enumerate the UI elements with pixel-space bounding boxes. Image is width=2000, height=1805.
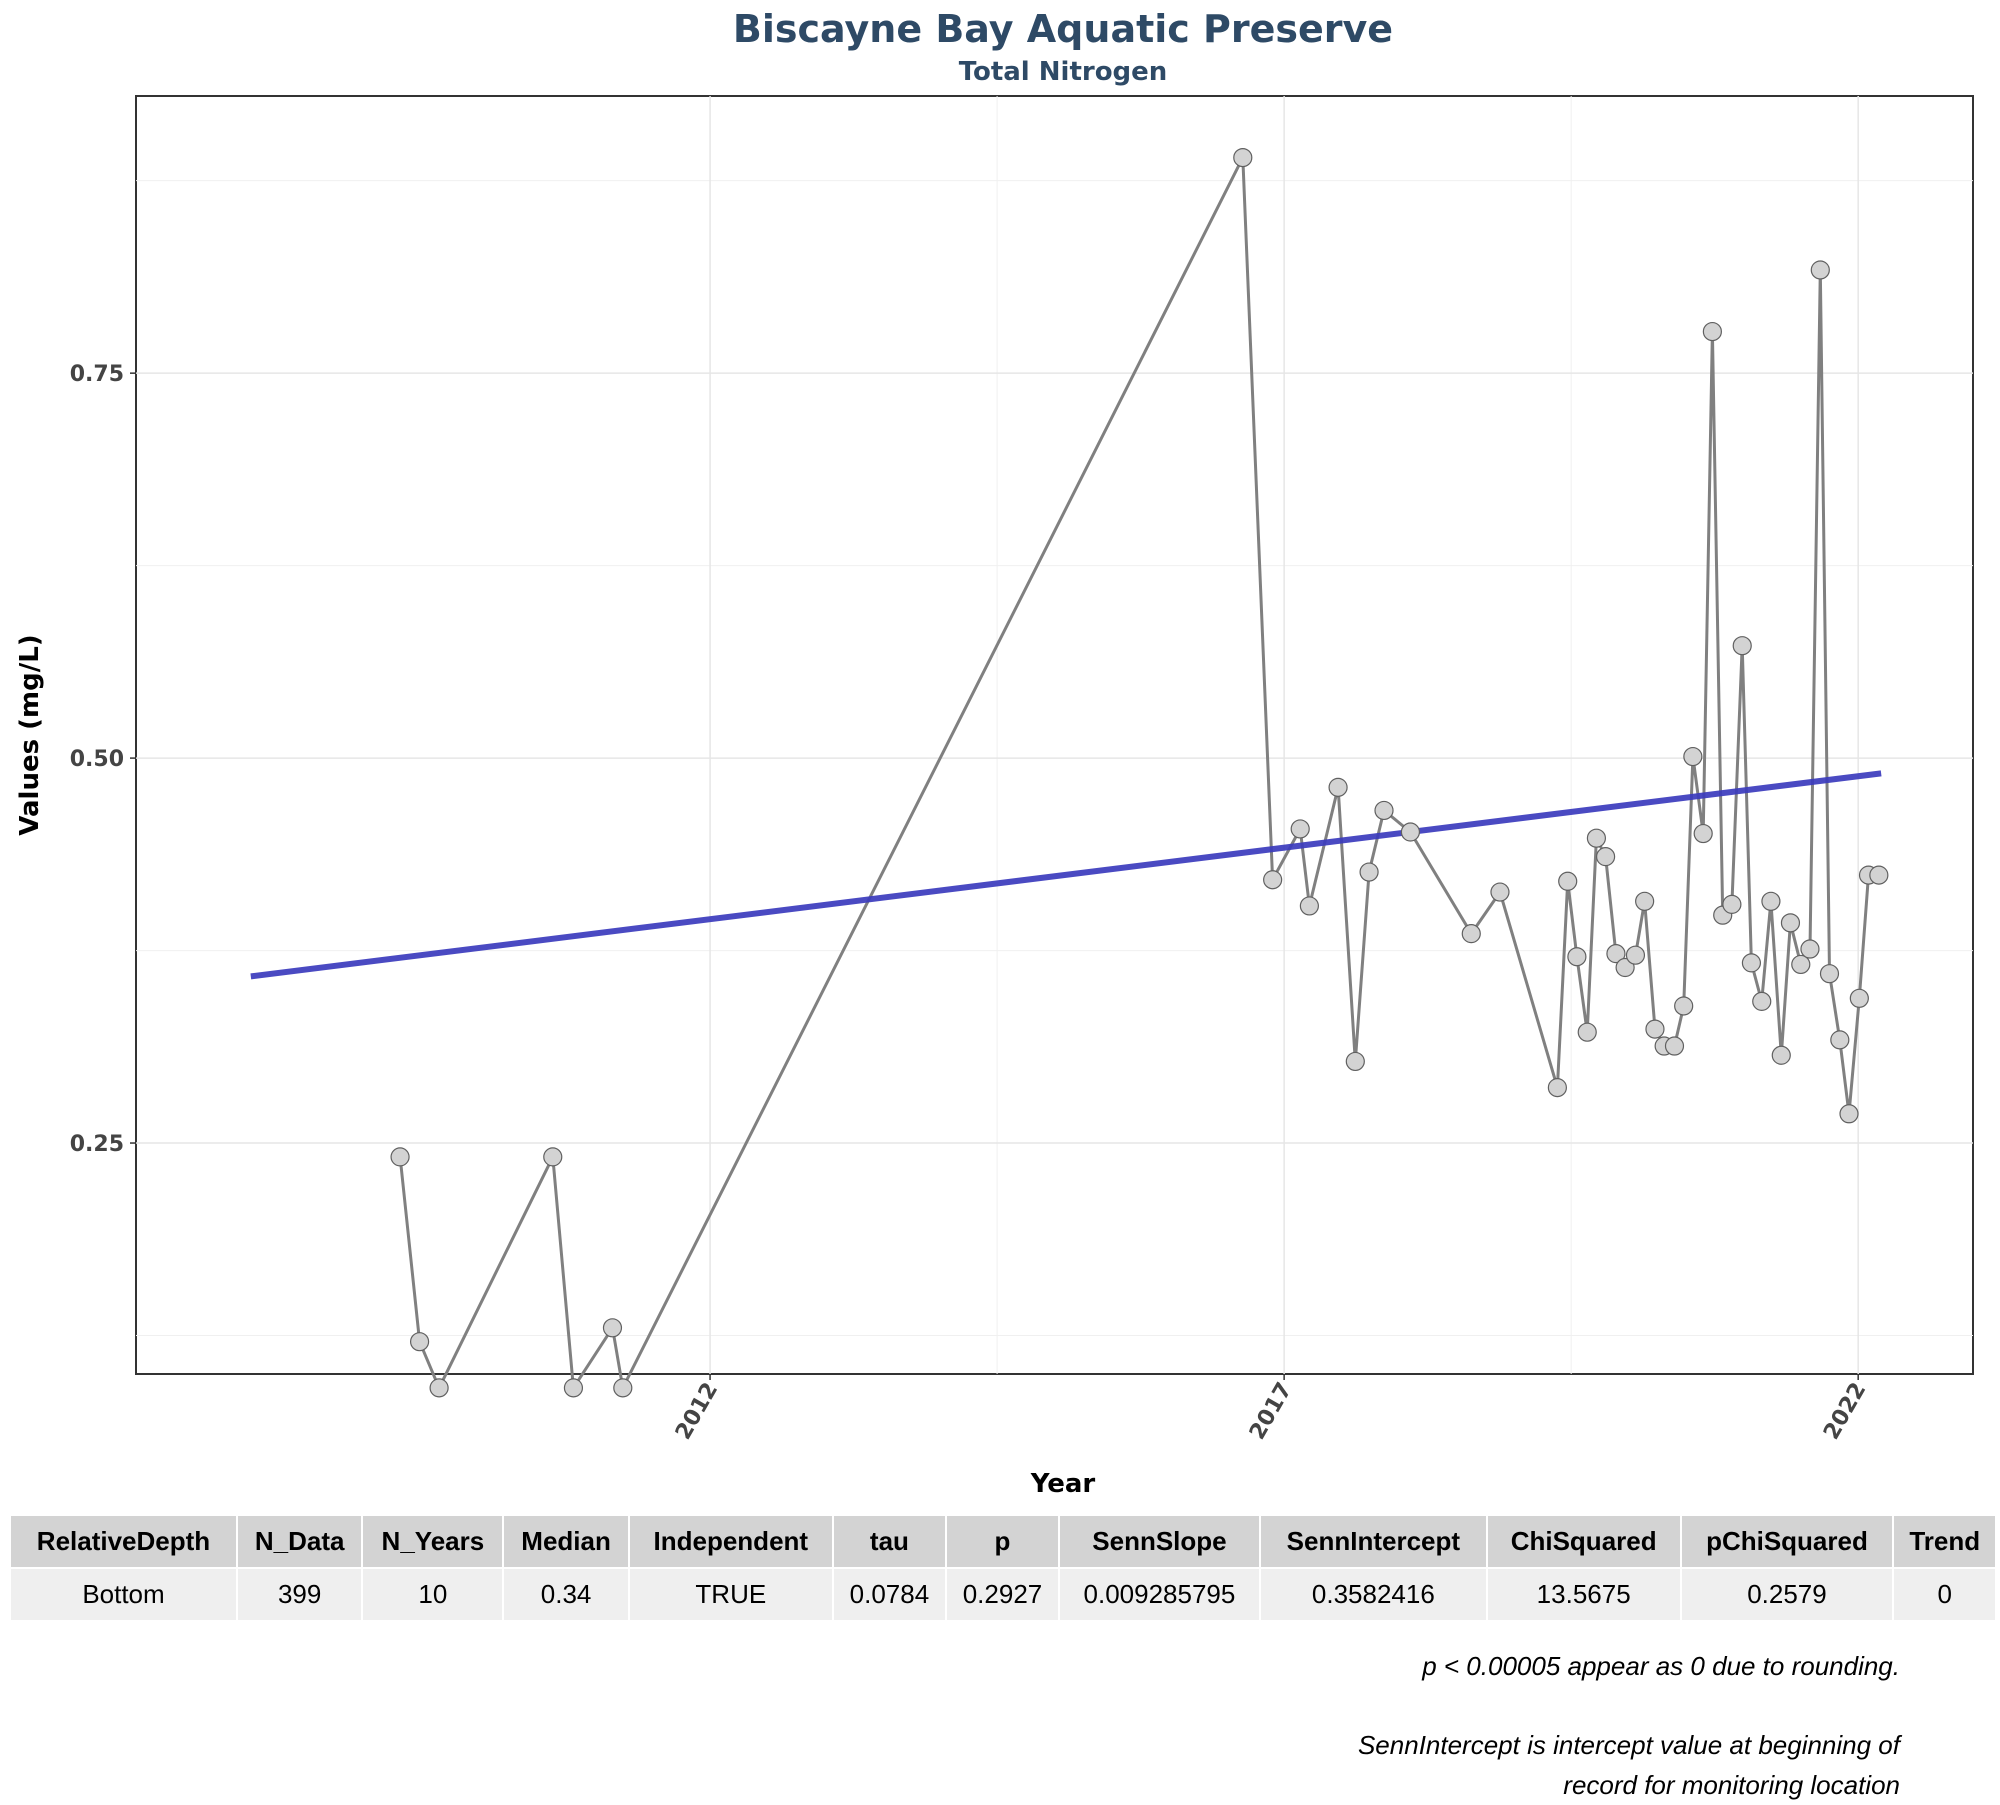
stats-header-row: RelativeDepth N_Data N_Years Median Independ… — [11, 1516, 1995, 1567]
stats-header-cell: SennSlope — [1060, 1516, 1259, 1567]
data-point — [1761, 891, 1781, 911]
stats-cell: 0 — [1894, 1567, 1995, 1620]
chart: Biscayne Bay Aquatic Preserve Total Nitr… — [15, 7, 1974, 1499]
data-point — [1490, 882, 1510, 902]
stats-header-cell: ChiSquared — [1487, 1516, 1680, 1567]
data-point — [1299, 896, 1319, 916]
data-point — [543, 1147, 563, 1167]
data-point — [1558, 871, 1578, 891]
data-point — [1345, 1051, 1365, 1072]
stats-cell: 0.3582416 — [1260, 1567, 1486, 1620]
data-point — [602, 1318, 623, 1338]
rounding-note-text: p < 0.00005 appear as 0 due to rounding. — [1422, 1651, 1900, 1681]
x-tick-label: 2012 — [671, 1379, 723, 1445]
data-point — [409, 1332, 430, 1352]
stats-header-cell: N_Years — [363, 1516, 503, 1567]
data-point — [1752, 991, 1772, 1011]
data-point — [429, 1378, 449, 1398]
rounding-note: p < 0.00005 appear as 0 due to rounding. — [1422, 1646, 1900, 1686]
data-point — [1567, 947, 1587, 967]
data-point — [1722, 894, 1742, 914]
data-point — [1233, 147, 1253, 168]
data-point — [1586, 828, 1607, 848]
data-point — [1400, 822, 1421, 842]
plot-panel — [135, 95, 1974, 1375]
stats-cell: 10 — [363, 1567, 503, 1620]
grid — [136, 96, 1973, 1374]
data-point — [1683, 746, 1703, 767]
x-tick-label: 2017 — [1245, 1379, 1297, 1445]
x-axis-title: Year — [1030, 1469, 1096, 1499]
stats-header-cell: RelativeDepth — [11, 1516, 236, 1567]
data-layer — [250, 147, 1889, 1398]
data-point — [1374, 800, 1394, 821]
stats-cell: Bottom — [11, 1567, 236, 1620]
y-axis-title: Values (mg/L) — [15, 634, 45, 835]
data-point — [1359, 862, 1379, 882]
data-point — [1635, 891, 1655, 911]
stats-cell: TRUE — [629, 1567, 832, 1620]
data-point — [1791, 954, 1811, 975]
data-point — [1810, 260, 1830, 280]
stats-header-cell: N_Data — [238, 1516, 362, 1567]
stats-cell: 0.2579 — [1681, 1567, 1893, 1620]
data-point — [1693, 823, 1713, 844]
stats-cell: 0.0784 — [833, 1567, 945, 1620]
stats-body: Bottom 399 10 0.34 TRUE 0.0784 0.2927 0.0092857… — [11, 1567, 1995, 1620]
data-point — [1869, 865, 1889, 885]
data-point — [1606, 944, 1626, 964]
intercept-note: SennIntercept is intercept value at begi… — [1358, 1725, 1900, 1805]
stats-header-cell: pChiSquared — [1681, 1516, 1893, 1567]
data-point — [1741, 953, 1762, 973]
intercept-note-line2: record for monitoring location — [1563, 1770, 1900, 1800]
stats-cell: 0.34 — [504, 1567, 628, 1620]
data-point — [1702, 321, 1722, 342]
trend-line — [250, 770, 1882, 980]
data-point — [1839, 1104, 1859, 1124]
data-point — [1577, 1022, 1597, 1042]
stats-row: Bottom 399 10 0.34 TRUE 0.0784 0.2927 0.0092857… — [11, 1567, 1995, 1620]
data-point — [1830, 1030, 1850, 1050]
stats-cell: 0.009285795 — [1060, 1567, 1259, 1620]
stats-cell: 13.5675 — [1487, 1567, 1680, 1620]
data-point — [1732, 636, 1752, 656]
y-tick-label: 0.75 — [70, 362, 124, 387]
stats-cell: 399 — [238, 1567, 362, 1620]
intercept-note-line1: SennIntercept is intercept value at begi… — [1357, 1730, 1900, 1760]
data-point — [1849, 988, 1869, 1008]
stats-header-cell: p — [946, 1516, 1059, 1567]
data-point — [1800, 939, 1820, 959]
data-point — [1547, 1078, 1567, 1098]
data-point — [1674, 996, 1694, 1016]
data-point — [1819, 964, 1840, 984]
stats-header-cell: SennIntercept — [1260, 1516, 1486, 1567]
x-tick-label: 2022 — [1819, 1379, 1871, 1445]
y-tick-label: 0.25 — [70, 1132, 124, 1157]
chart-subtitle: Total Nitrogen — [959, 57, 1168, 87]
stats-table: RelativeDepth N_Data N_Years Median Independ… — [9, 1516, 1997, 1620]
data-point — [1615, 957, 1635, 978]
y-tick-label: 0.50 — [70, 747, 124, 772]
data-point — [1625, 945, 1646, 965]
stats-header-cell: tau — [833, 1516, 945, 1567]
data-point — [1645, 1019, 1665, 1039]
stats-header-cell: Trend — [1894, 1516, 1995, 1567]
data-point — [390, 1147, 410, 1167]
stats-cell: 0.2927 — [946, 1567, 1059, 1620]
chart-title: Biscayne Bay Aquatic Preserve — [733, 7, 1393, 51]
data-point — [613, 1378, 633, 1398]
stats-header-cell: Median — [504, 1516, 628, 1567]
data-point — [1263, 870, 1283, 890]
data-point — [1290, 819, 1310, 839]
data-point — [1664, 1036, 1685, 1056]
data-point — [1595, 847, 1616, 867]
data-point — [1328, 777, 1348, 797]
data-point — [1461, 924, 1481, 944]
stats-header-cell: Independent — [629, 1516, 832, 1567]
data-point — [563, 1378, 584, 1398]
data-point — [1771, 1045, 1791, 1065]
data-point — [1780, 913, 1801, 933]
